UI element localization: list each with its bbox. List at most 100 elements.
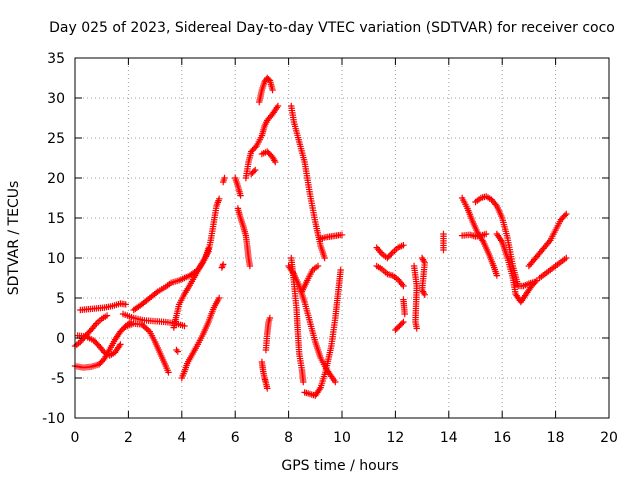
series-sat-c <box>77 300 129 314</box>
x-tick-label: 16 <box>493 430 511 446</box>
series-sat-h <box>178 294 223 382</box>
series-sat-ai <box>458 194 501 279</box>
series-sat-ag <box>440 230 447 254</box>
data-point-marker <box>219 261 227 268</box>
data-point-marker <box>237 192 244 199</box>
data-point-marker <box>421 291 428 298</box>
x-tick-label: 10 <box>333 430 351 446</box>
data-point-marker <box>337 266 344 274</box>
data-point-marker <box>314 262 322 270</box>
data-point-marker <box>561 212 569 219</box>
series-sat-y <box>301 266 344 399</box>
x-tick-label: 2 <box>124 430 133 446</box>
data-point-marker <box>250 168 258 175</box>
axis-ticks <box>74 57 610 419</box>
series-sat-q <box>258 148 279 166</box>
x-tick-label: 6 <box>231 430 240 446</box>
data-point-marker <box>338 231 346 238</box>
x-tick-label: 4 <box>177 430 186 446</box>
x-tick-label: 0 <box>71 430 80 446</box>
data-point-marker <box>398 320 406 327</box>
series-sat-m <box>232 174 244 199</box>
series-sat-a <box>71 312 111 350</box>
series-sat-s <box>258 358 271 392</box>
series-sat-ae <box>410 262 420 332</box>
data-point-marker <box>400 242 407 249</box>
series-sat-w <box>285 262 339 386</box>
data-point-marker <box>215 294 223 302</box>
data-point-marker <box>173 346 180 354</box>
series-sat-af <box>418 254 428 298</box>
data-point-marker <box>143 325 150 332</box>
x-tick-label: 18 <box>547 430 565 446</box>
data-point-marker <box>181 322 188 330</box>
data-point-marker <box>401 310 408 318</box>
series-sat-ad <box>400 296 408 318</box>
y-tick-label: -10 <box>42 411 65 427</box>
data-point-marker <box>221 174 228 182</box>
series-sat-v <box>288 254 307 386</box>
y-tick-label: 5 <box>56 291 65 307</box>
series-sat-al <box>536 254 570 282</box>
data-point-marker <box>252 144 259 151</box>
data-point-marker <box>99 357 107 364</box>
data-point-marker <box>482 230 490 238</box>
data-points <box>71 74 570 399</box>
grid <box>75 58 609 418</box>
series-sat-n <box>234 205 254 270</box>
y-tick-label: 25 <box>47 131 65 147</box>
data-point-marker <box>300 378 307 386</box>
series-sat-ak <box>493 230 541 306</box>
data-point-marker <box>321 254 328 262</box>
y-tick-label: -5 <box>51 371 65 387</box>
series-sat-d <box>74 332 124 359</box>
data-point-marker <box>400 318 407 326</box>
data-point-marker <box>563 254 570 262</box>
data-point-marker <box>205 245 212 252</box>
y-tick-label: 35 <box>47 51 65 67</box>
series-sat-aa <box>373 242 407 262</box>
series-sat-f <box>122 320 172 376</box>
data-point-marker <box>246 262 254 270</box>
data-point-marker <box>272 158 279 166</box>
data-point-marker <box>388 250 395 257</box>
data-point-marker <box>117 341 124 348</box>
series-sat-ab <box>373 262 407 290</box>
data-point-marker <box>269 86 276 94</box>
data-point-marker <box>218 264 226 271</box>
x-tick-label: 20 <box>600 430 618 446</box>
data-point-marker <box>332 378 339 386</box>
data-point-marker <box>165 369 172 376</box>
series-sat-p <box>248 166 259 178</box>
data-point-marker <box>215 195 223 202</box>
y-tick-label: 15 <box>47 211 65 227</box>
data-point-marker <box>219 262 226 270</box>
y-tick-label: 30 <box>47 91 65 107</box>
series-sat-z <box>317 231 346 242</box>
series-sat-u <box>288 102 328 262</box>
data-point-marker <box>266 314 274 322</box>
series-sat-ac <box>392 318 407 334</box>
data-point-marker <box>413 325 420 332</box>
series-sat-i <box>173 346 181 355</box>
series-sat-t <box>262 314 274 354</box>
series-sat-k <box>218 261 227 271</box>
data-point-marker <box>563 210 570 218</box>
data-point-marker <box>252 166 259 174</box>
data-point-marker <box>103 312 111 319</box>
y-tick-label: 20 <box>47 171 65 187</box>
y-axis-title: SDTVAR / TECUs <box>6 181 22 296</box>
chart-title: Day 025 of 2023, Sidereal Day-to-day VTE… <box>49 20 615 36</box>
series-sat-o <box>242 102 282 182</box>
data-point-marker <box>264 385 271 392</box>
series-sat-e <box>119 310 188 330</box>
data-point-marker <box>440 246 447 254</box>
data-point-marker <box>274 102 282 110</box>
data-point-marker <box>174 348 181 355</box>
series-sat-j <box>170 245 212 331</box>
data-point-marker <box>493 272 501 279</box>
data-point-marker <box>141 324 149 331</box>
x-tick-label: 12 <box>386 430 404 446</box>
data-point-marker <box>122 301 129 308</box>
